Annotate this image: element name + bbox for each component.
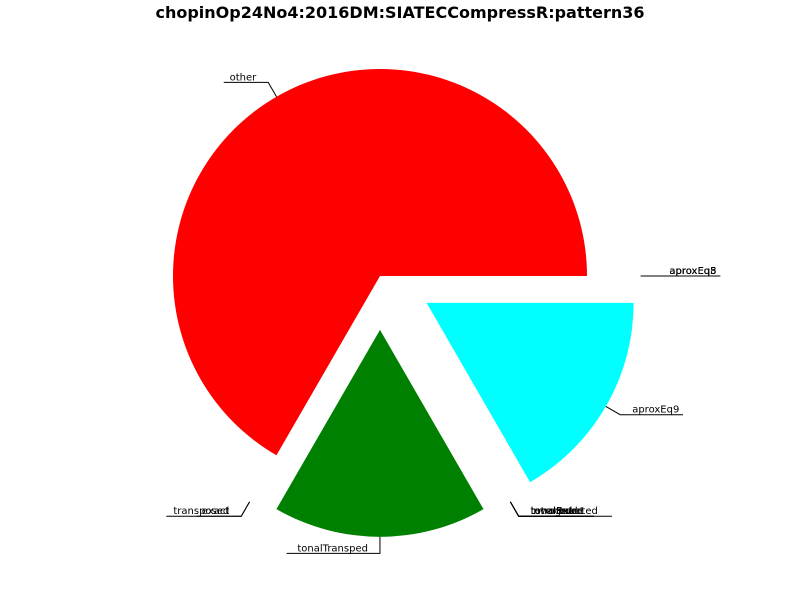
label-tonal-transped: tonalTransped	[297, 543, 368, 554]
label-exact: exact	[202, 506, 230, 517]
label-aprox-eq-5: aproxEq5	[669, 266, 716, 277]
label-other: other	[230, 72, 258, 83]
slice-aprox-eq-9	[426, 302, 634, 483]
label-tonal-retro: tonalRetro	[531, 506, 583, 517]
label-aprox-eq-3: aproxEq3	[669, 266, 716, 277]
leader-tonal-exact	[509, 501, 529, 517]
leader-tonal-transped	[369, 536, 381, 554]
leader-inverted	[509, 501, 529, 517]
chart-title: chopinOp24No4:2016DM:SIATECCompressR:pat…	[155, 3, 644, 22]
slice-other	[172, 68, 588, 456]
leader-retrograde	[509, 501, 529, 517]
pie-slices	[172, 68, 634, 537]
label-transposed: transposed	[173, 506, 229, 517]
leader-tonal-retro	[509, 501, 529, 517]
label-retrograde: retrograde	[531, 506, 584, 517]
label-tonal-exact: tonalExact	[531, 506, 584, 517]
leader-aprox-eq-9	[605, 405, 631, 416]
label-inverted: inverted	[531, 506, 573, 517]
label-aprox-eq-8: aproxEq8	[669, 266, 716, 277]
slice-tonal-transped	[276, 329, 484, 537]
leader-transposed	[231, 501, 250, 517]
label-aprox-eq-9: aproxEq9	[632, 405, 679, 416]
leader-tonal-inverted	[509, 501, 529, 517]
leader-other	[258, 81, 277, 97]
leader-exact	[231, 501, 250, 517]
label-tonal-inverted: tonalInverted	[531, 506, 598, 517]
